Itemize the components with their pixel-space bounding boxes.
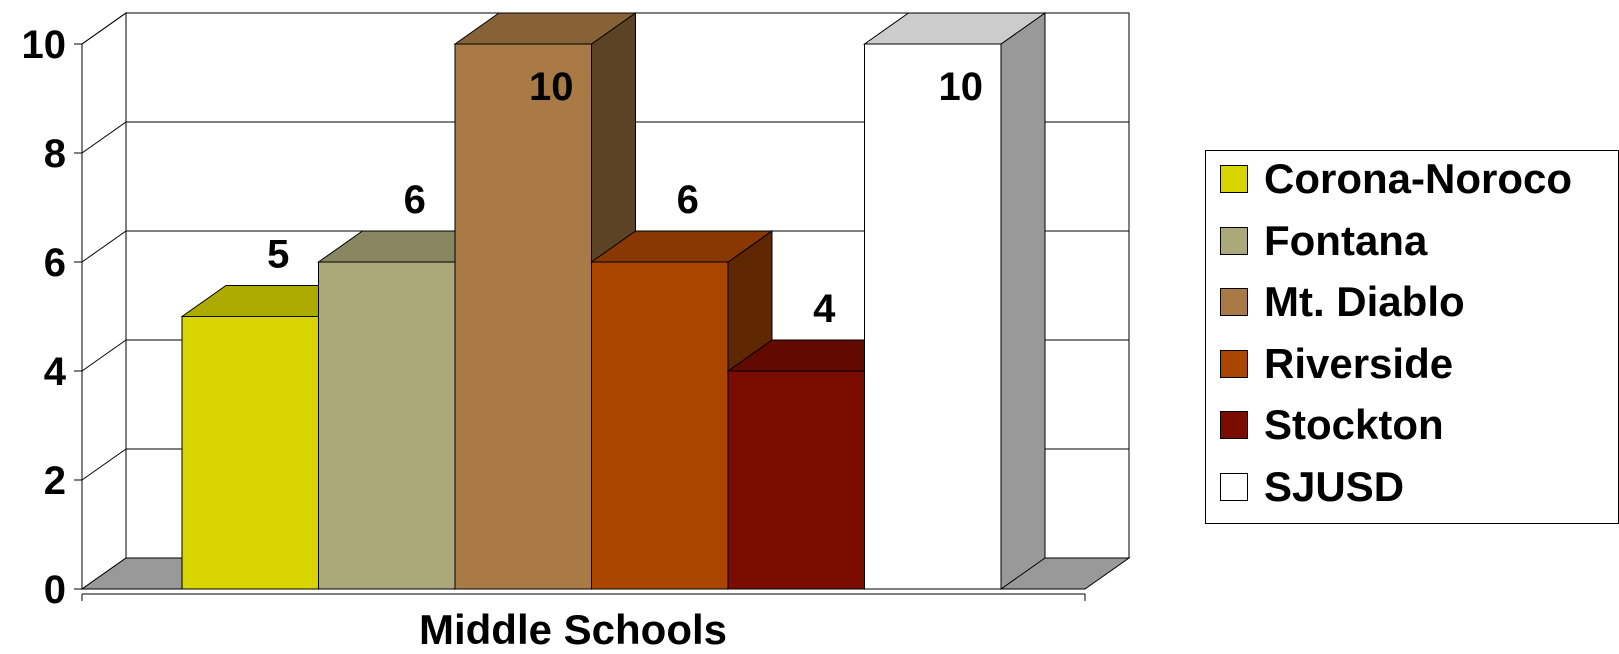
gridline-side <box>81 12 127 45</box>
legend-label: Corona-Noroco <box>1264 155 1572 202</box>
side-wall <box>81 12 127 590</box>
legend-item-fontana: Fontana <box>1220 217 1427 264</box>
y-axis-ticks: 0 2 4 6 8 10 <box>22 23 1086 612</box>
gridline-side <box>81 339 127 372</box>
bar-riverside <box>591 261 729 590</box>
legend-swatch <box>1220 165 1248 193</box>
legend-label: Stockton <box>1264 401 1444 448</box>
y-tick-label: 6 <box>44 241 66 285</box>
legend-swatch <box>1220 472 1248 501</box>
data-labels: 5 6 10 6 4 10 <box>267 65 983 331</box>
legend-swatch <box>1220 226 1248 255</box>
bar-corona-noroco <box>181 316 319 590</box>
data-label-fontana: 6 <box>404 178 426 222</box>
legend-item-stockton: Stockton <box>1220 401 1444 448</box>
legend-item-corona-noroco: Corona-Noroco <box>1220 155 1572 202</box>
legend-label: Mt. Diablo <box>1264 278 1465 325</box>
legend-label: Fontana <box>1264 216 1428 264</box>
gridline-side <box>81 230 127 263</box>
x-axis-label: Middle Schools <box>419 606 727 649</box>
legend-swatch <box>1220 411 1248 439</box>
bar-mt-diablo <box>454 43 592 590</box>
bar-sjusd <box>864 43 1002 590</box>
y-tick-label: 0 <box>44 568 66 612</box>
data-label-riverside: 6 <box>677 178 699 222</box>
data-label-sjusd: 10 <box>939 65 984 109</box>
bar-side-sjusd <box>1000 12 1046 590</box>
legend-swatch <box>1220 288 1248 316</box>
legend-item-mt-diablo: Mt. Diablo <box>1220 278 1465 325</box>
gridline-side <box>81 121 127 154</box>
legend: Corona-Noroco Fontana Mt. Diablo Riverside S… <box>1205 150 1619 524</box>
y-tick-label: 10 <box>22 23 67 67</box>
bars <box>180 12 1047 590</box>
gridline-side <box>81 448 127 481</box>
data-label-mt-diablo: 10 <box>529 65 574 109</box>
legend-label: Riverside <box>1264 339 1454 387</box>
y-tick-label: 8 <box>44 132 66 176</box>
bar-stockton <box>727 370 865 590</box>
legend-label: SJUSD <box>1264 462 1405 510</box>
data-label-corona-noroco: 5 <box>267 233 289 277</box>
legend-swatch <box>1220 349 1248 378</box>
legend-item-riverside: Riverside <box>1220 340 1453 387</box>
data-label-stockton: 4 <box>813 287 836 331</box>
bar-fontana <box>318 261 456 590</box>
y-tick-label: 4 <box>44 350 67 394</box>
y-tick-label: 2 <box>44 459 66 503</box>
legend-item-sjusd: SJUSD <box>1220 463 1404 510</box>
